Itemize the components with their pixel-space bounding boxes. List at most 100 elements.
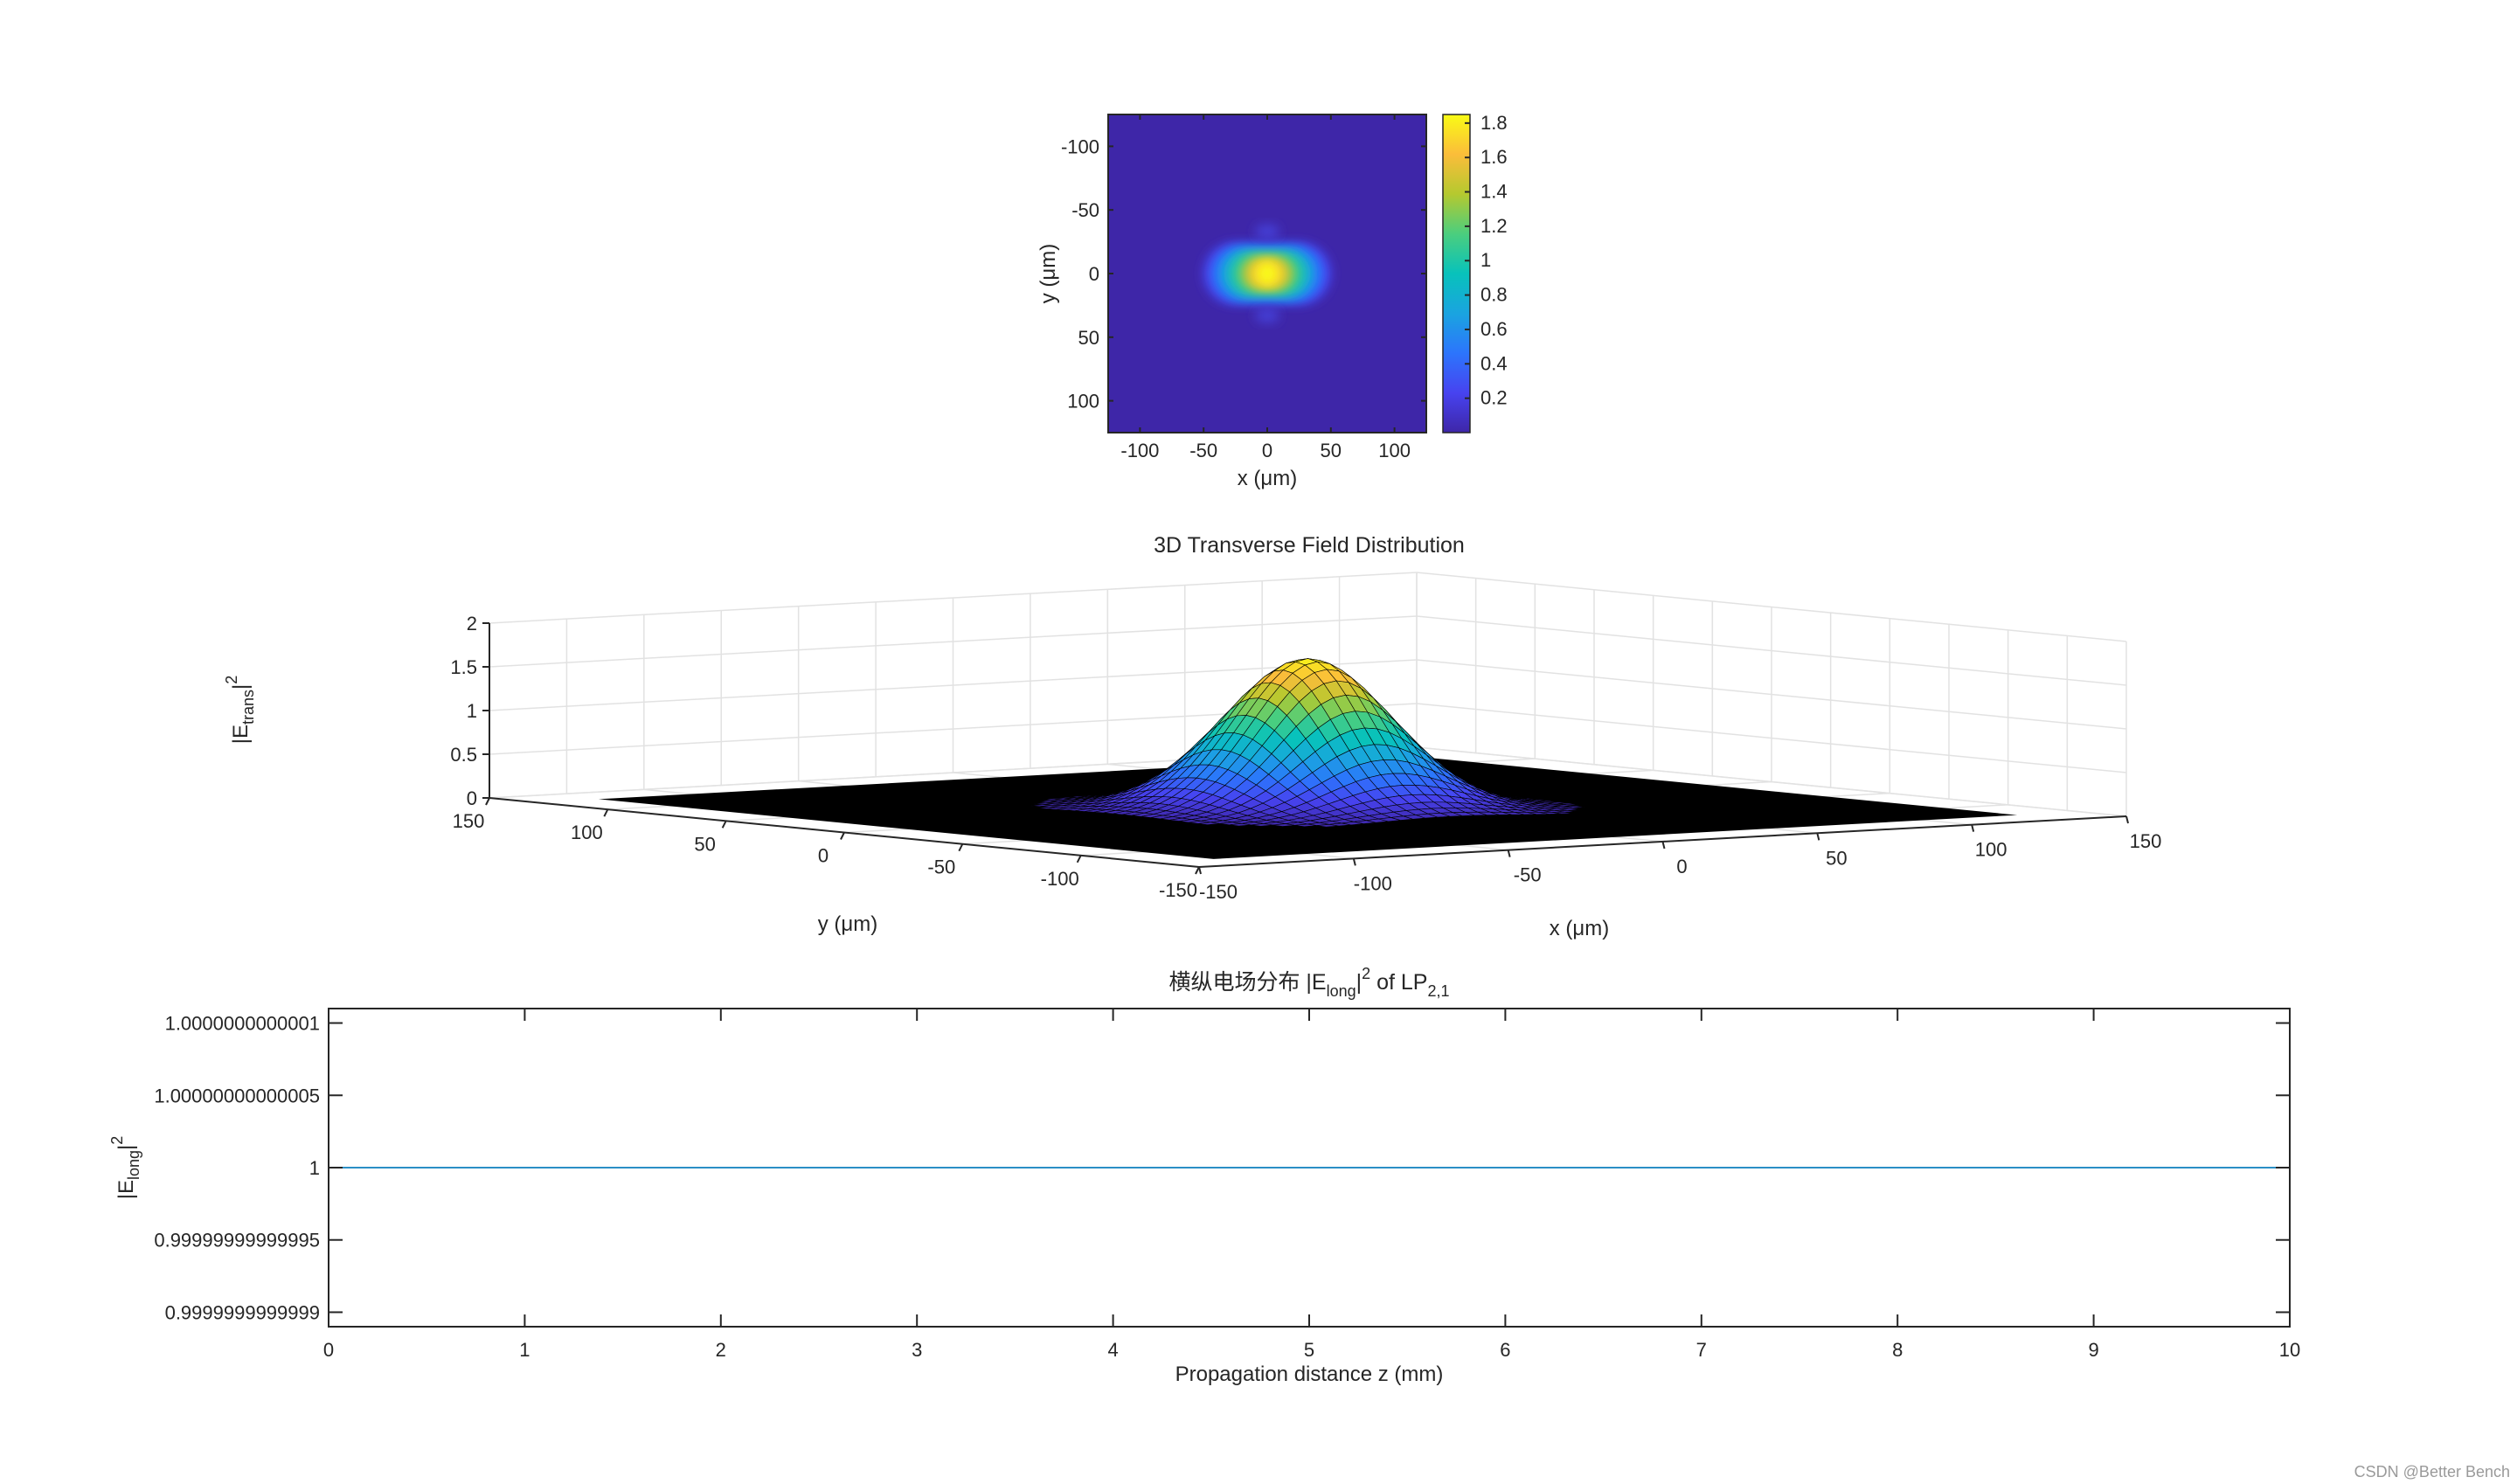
line-x-tick-label: 8 — [1892, 1339, 1903, 1361]
line-x-tick-label: 7 — [1696, 1339, 1707, 1361]
surface-z-tick-label: 1.5 — [450, 656, 477, 678]
colorbar-tick-label: 1.2 — [1480, 215, 1508, 237]
line-x-tick-label: 0 — [323, 1339, 334, 1361]
heatmap-x-tick-label: -100 — [1120, 440, 1159, 461]
surface-x-tick-label: -100 — [1354, 872, 1392, 894]
heatmap-y-tick-label: -50 — [1071, 199, 1099, 221]
surface-x-tick-label: 100 — [1975, 839, 2007, 861]
heatmap-y-tick-label: -100 — [1061, 135, 1099, 157]
surface-cell — [1197, 822, 1220, 826]
surface-y-tick-label: -100 — [1041, 868, 1079, 890]
surface-z-ticks: 0 0.5 1 1.5 2 — [450, 613, 489, 809]
surface-z-tick-label: 0 — [467, 787, 477, 809]
colorbar-tick-label: 0.2 — [1480, 387, 1508, 409]
line-subplot: 横纵电场分布 |Elong|2 of LP2,1 0 1 2 3 4 5 6 7 8 9 10 0.… — [108, 965, 2300, 1386]
line-x-ticks: 0 1 2 3 4 5 6 7 8 9 10 — [323, 1009, 2300, 1361]
field-lobe-top — [1255, 225, 1279, 239]
heatmap-x-tick-label: 50 — [1321, 440, 1342, 461]
surface-cell — [1251, 823, 1273, 827]
surface-y-tick-mark — [1076, 855, 1082, 863]
line-y-tick-label: 0.9999999999999 — [165, 1301, 320, 1323]
surface-x-label: x (μm) — [1550, 917, 1609, 940]
line-x-tick-label: 4 — [1107, 1339, 1118, 1361]
line-x-tick-label: 6 — [1500, 1339, 1510, 1361]
line-x-tick-label: 2 — [716, 1339, 726, 1361]
line-y-label: |Elong|2 — [108, 1136, 142, 1200]
heatmap-y-tick-label: 50 — [1078, 327, 1099, 349]
surface-x-tick-mark — [1661, 841, 1666, 849]
surface-subplot: 3D Transverse Field Distribution -150 -10… — [223, 533, 2161, 940]
surface-x-tick-label: 50 — [1826, 847, 1847, 869]
heatmap-x-label: x (μm) — [1238, 467, 1297, 490]
colorbar-tick-label: 0.8 — [1480, 284, 1508, 306]
heatmap-y-ticks: -100 -50 0 50 100 — [1061, 135, 1426, 413]
field-level — [1257, 262, 1278, 285]
colorbar-tick-label: 1.4 — [1480, 181, 1508, 203]
line-y-ticks: 0.9999999999999 0.99999999999995 1 1.000000… — [154, 1013, 2290, 1323]
surface-z-tick-label: 0.5 — [450, 744, 477, 766]
line-y-tick-label: 1.00000000000005 — [154, 1085, 320, 1106]
surface-y-tick-mark — [485, 797, 490, 806]
colorbar-tick-label: 1.8 — [1480, 112, 1508, 134]
surface-x-tick-mark — [1816, 833, 1820, 841]
surface-x-tick-mark — [1352, 858, 1356, 866]
surface-x-tick-mark — [1971, 824, 1975, 832]
line-x-label: Propagation distance z (mm) — [1175, 1363, 1444, 1386]
field-lobe-bottom — [1255, 309, 1279, 322]
surface-y-tick-label: 50 — [694, 833, 715, 855]
surface-y-tick-label: -150 — [1159, 879, 1197, 901]
heatmap-y-label: y (μm) — [1037, 244, 1060, 303]
heatmap-x-tick-label: -50 — [1189, 440, 1217, 461]
surface-cell — [1294, 823, 1317, 828]
line-x-tick-label: 9 — [2088, 1339, 2098, 1361]
line-title: 横纵电场分布 |Elong|2 of LP2,1 — [1168, 965, 1449, 1000]
colorbar-tick-label: 0.4 — [1480, 352, 1508, 374]
colorbar-tick-label: 0.6 — [1480, 318, 1508, 340]
heatmap-subplot: -100 -50 0 50 100 -100 -50 0 50 100 x (μm) y (μm… — [1037, 112, 1508, 490]
surface-x-tick-label: -150 — [1199, 881, 1238, 903]
heatmap-y-tick-label: 100 — [1067, 391, 1099, 413]
surface-z-tick-label: 1 — [467, 700, 477, 722]
surface-y-label: y (μm) — [818, 912, 877, 936]
surface-y-tick-mark — [721, 820, 727, 829]
heatmap-x-tick-label: 100 — [1378, 440, 1411, 461]
svg-text:|Elong|2: |Elong|2 — [108, 1136, 142, 1200]
colorbar-tick-label: 1.6 — [1480, 146, 1508, 168]
surface-y-tick-mark — [840, 832, 845, 840]
heatmap-y-tick-label: 0 — [1089, 263, 1099, 285]
surface-x-tick-mark — [2125, 815, 2129, 824]
surface-mesh — [1030, 658, 1585, 828]
line-y-tick-label: 1 — [309, 1157, 320, 1179]
surface-x-tick-label: 0 — [1676, 856, 1687, 877]
surface-y-tick-label: -50 — [927, 856, 955, 878]
watermark: CSDN @Better Bench — [2354, 1463, 2510, 1481]
surface-cell — [1316, 823, 1339, 828]
surface-y-tick-label: 0 — [818, 845, 829, 867]
surface-x-ticks: -150 -100 -50 0 50 100 150 — [1198, 815, 2162, 903]
surface-cell — [1229, 822, 1252, 827]
heatmap-x-ticks: -100 -50 0 50 100 — [1120, 114, 1411, 461]
line-y-tick-label: 0.99999999999995 — [154, 1230, 320, 1252]
surface-y-tick-mark — [603, 808, 609, 817]
line-x-tick-label: 10 — [2279, 1339, 2300, 1361]
surface-y-tick-label: 150 — [453, 810, 485, 832]
line-y-tick-label: 1.0000000000001 — [165, 1013, 320, 1035]
svg-text:|Etrans|2: |Etrans|2 — [223, 676, 257, 745]
colorbar — [1442, 114, 1471, 433]
surface-y-tick-mark — [1195, 866, 1200, 875]
surface-z-label: |Etrans|2 — [223, 676, 257, 745]
surface-y-tick-mark — [958, 843, 964, 852]
surface-cell — [1272, 823, 1295, 827]
colorbar-tick-label: 1 — [1480, 249, 1491, 271]
heatmap-x-tick-label: 0 — [1262, 440, 1272, 461]
surface-x-tick-label: 150 — [2130, 830, 2162, 852]
surface-x-tick-label: -50 — [1514, 864, 1542, 886]
surface-x-tick-mark — [1507, 849, 1511, 857]
surface-title: 3D Transverse Field Distribution — [1154, 533, 1465, 558]
surface-y-ticks: 150 100 50 0 -50 -100 -150 — [453, 797, 1200, 901]
line-x-tick-label: 5 — [1304, 1339, 1314, 1361]
surface-z-tick-label: 2 — [467, 613, 477, 635]
heatmap-field-spot — [1203, 225, 1332, 322]
colorbar-ticks: 0.2 0.4 0.6 0.8 1 1.2 1.4 1.6 1.8 — [1465, 112, 1508, 409]
